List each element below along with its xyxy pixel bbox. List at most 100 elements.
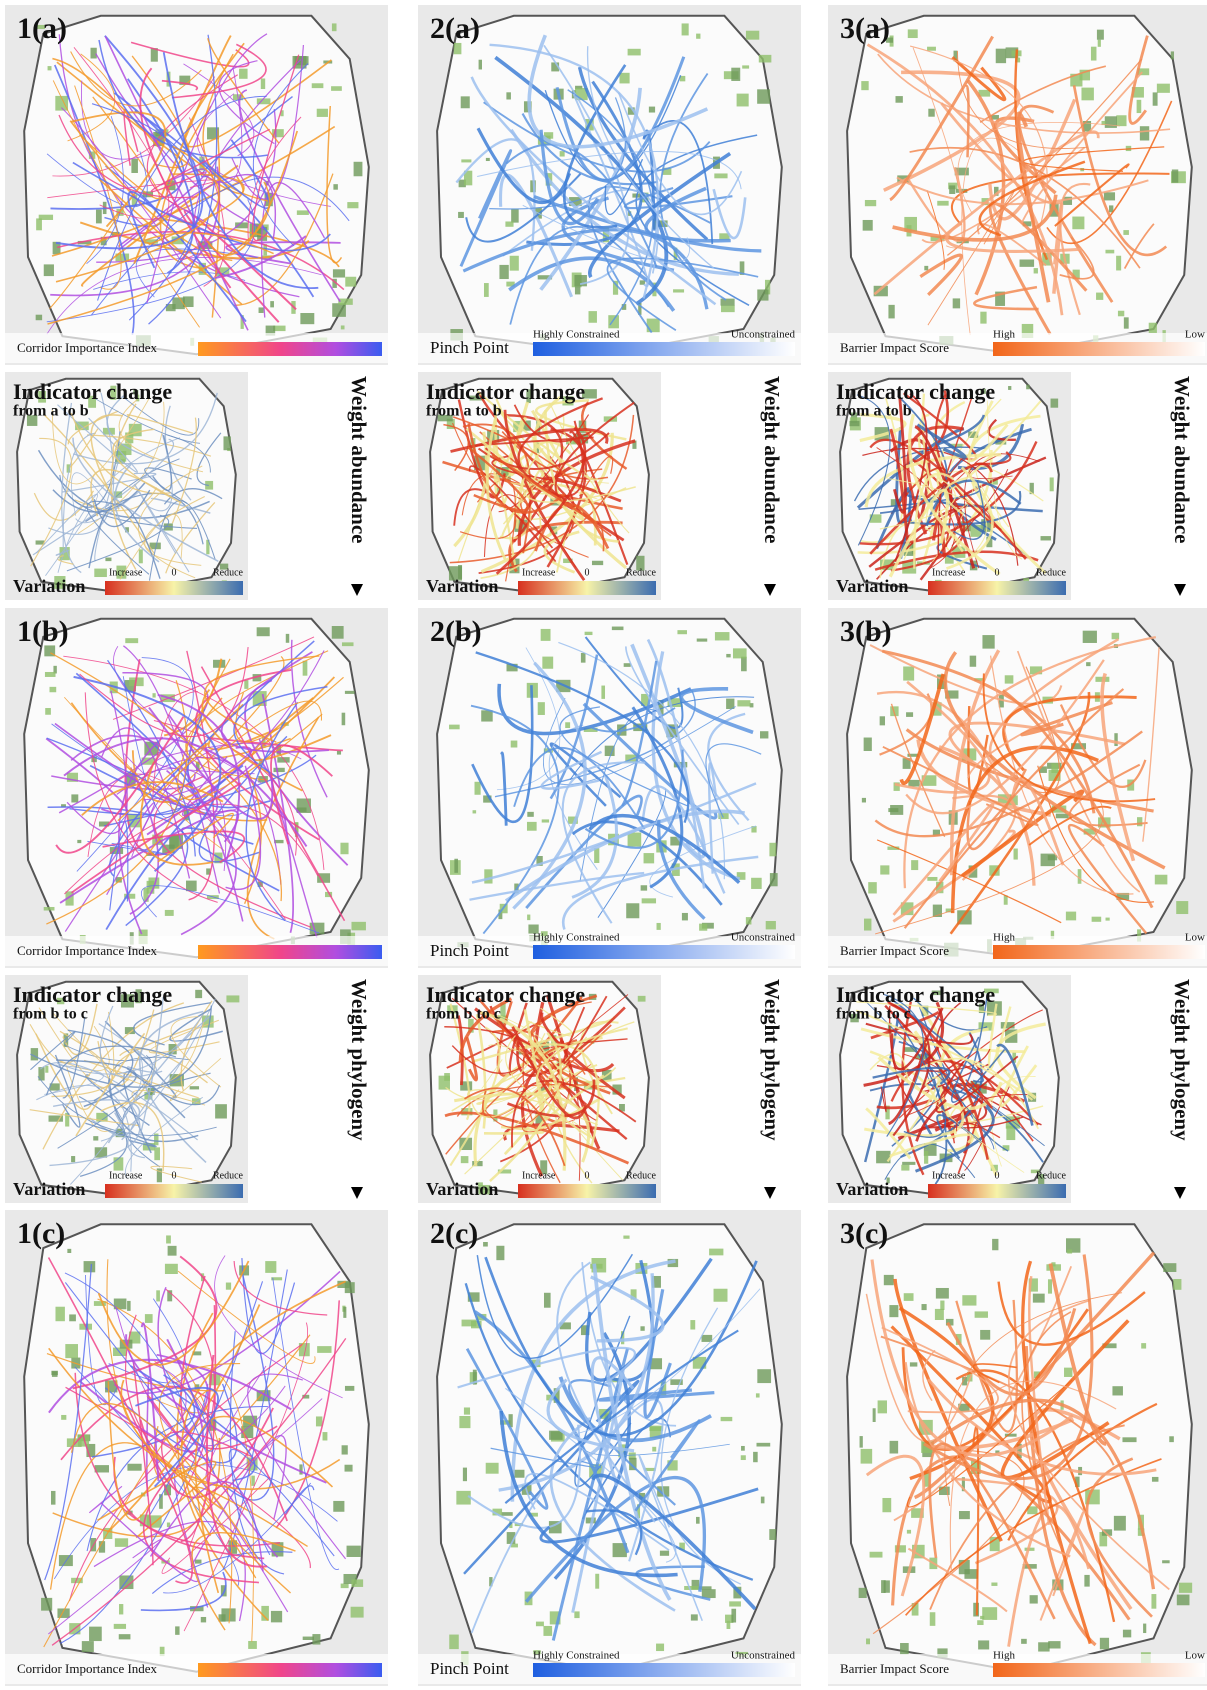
green-patch [345, 277, 356, 287]
legend-title: Corridor Importance Index [17, 340, 158, 355]
green-patch [640, 1326, 644, 1331]
green-patch [1123, 1630, 1131, 1638]
green-patch [1104, 192, 1115, 200]
green-patch [1014, 849, 1018, 860]
green-patch [1072, 217, 1084, 230]
green-patch [261, 78, 265, 89]
green-patch [628, 49, 641, 56]
green-patch [756, 1443, 770, 1447]
green-patch [506, 92, 511, 99]
variation-left: Increase [522, 1170, 556, 1181]
green-patch [660, 1551, 669, 1556]
variation-title: Variation [836, 576, 908, 596]
legend-gradient [993, 342, 1205, 356]
green-patch [226, 995, 239, 1002]
green-patch [1114, 1516, 1126, 1531]
arrow-text: Weight abundance [760, 376, 784, 543]
green-patch [527, 915, 530, 921]
green-patch [333, 1501, 344, 1512]
green-patch [154, 1147, 160, 1160]
legend-title: Barrier Impact Score [840, 943, 949, 958]
green-patch [890, 805, 903, 815]
green-patch [746, 917, 752, 924]
green-patch [982, 1607, 997, 1620]
green-patch [77, 840, 81, 843]
green-patch [342, 713, 346, 726]
panel-label: 1(b) [17, 615, 69, 648]
green-patch [166, 1235, 171, 1243]
green-patch [673, 289, 684, 292]
green-patch [922, 1304, 927, 1310]
green-patch [67, 1249, 71, 1253]
green-patch [697, 639, 708, 642]
green-patch [766, 921, 776, 929]
green-patch [741, 657, 747, 672]
green-patch [475, 782, 481, 795]
green-patch [119, 1604, 123, 1614]
legend-gradient [993, 945, 1205, 959]
green-patch [462, 1320, 477, 1327]
green-patch [605, 746, 615, 756]
green-patch [977, 1620, 983, 1625]
green-patch [226, 1283, 231, 1290]
legend-gradient [198, 342, 382, 356]
green-patch [731, 68, 740, 81]
panel-label: 3(b) [840, 615, 892, 648]
green-patch [345, 1386, 354, 1391]
green-patch [239, 69, 247, 79]
green-patch [980, 1330, 990, 1340]
green-patch [48, 66, 52, 70]
green-patch [354, 162, 363, 176]
green-patch [484, 869, 492, 883]
green-patch [543, 1626, 552, 1636]
green-patch [1098, 40, 1101, 47]
green-patch [623, 1236, 629, 1239]
green-patch [901, 1165, 909, 1171]
legend-right: Low [1185, 1650, 1205, 1662]
green-patch [1112, 633, 1120, 639]
legend-right: Low [1185, 329, 1205, 341]
variation-right: Reduce [213, 567, 244, 578]
legend-left: High [993, 1650, 1016, 1662]
green-patch [619, 73, 629, 84]
change-subtitle: from b to c [13, 1006, 88, 1023]
green-patch [165, 1264, 178, 1274]
green-patch [581, 653, 586, 663]
green-patch [1105, 250, 1114, 254]
green-patch [1137, 100, 1142, 113]
legend-gradient [993, 1663, 1205, 1677]
green-patch [927, 47, 936, 51]
green-patch [1155, 875, 1168, 885]
green-patch [223, 436, 230, 450]
green-patch [195, 1560, 202, 1564]
green-patch [930, 1612, 936, 1626]
green-patch [861, 1449, 873, 1464]
green-patch [870, 1552, 883, 1558]
legend-title: Pinch Point [430, 941, 509, 960]
green-patch [1124, 317, 1129, 328]
green-patch [261, 1606, 269, 1621]
green-patch [527, 822, 537, 831]
green-patch [1001, 1022, 1015, 1028]
legend-title: Barrier Impact Score [840, 1661, 949, 1676]
legend-gradient [198, 1663, 382, 1677]
green-patch [895, 96, 902, 103]
change-subtitle: from b to c [426, 1006, 501, 1023]
green-patch [265, 1261, 276, 1273]
arrow-text: Weight phylogeny [760, 979, 784, 1141]
green-patch [61, 1415, 66, 1420]
green-patch [726, 699, 734, 709]
green-patch [751, 878, 762, 889]
panel-label: 3(c) [840, 1217, 888, 1250]
green-patch [459, 1416, 470, 1428]
green-patch [1064, 1368, 1072, 1377]
green-patch [1046, 1264, 1061, 1270]
green-patch [714, 173, 727, 178]
green-patch [195, 990, 202, 998]
green-patch [927, 877, 937, 881]
green-patch [1096, 293, 1103, 300]
change-subtitle: from a to b [13, 403, 89, 420]
green-patch [612, 627, 624, 631]
green-patch [36, 218, 42, 230]
green-patch [910, 1362, 917, 1366]
